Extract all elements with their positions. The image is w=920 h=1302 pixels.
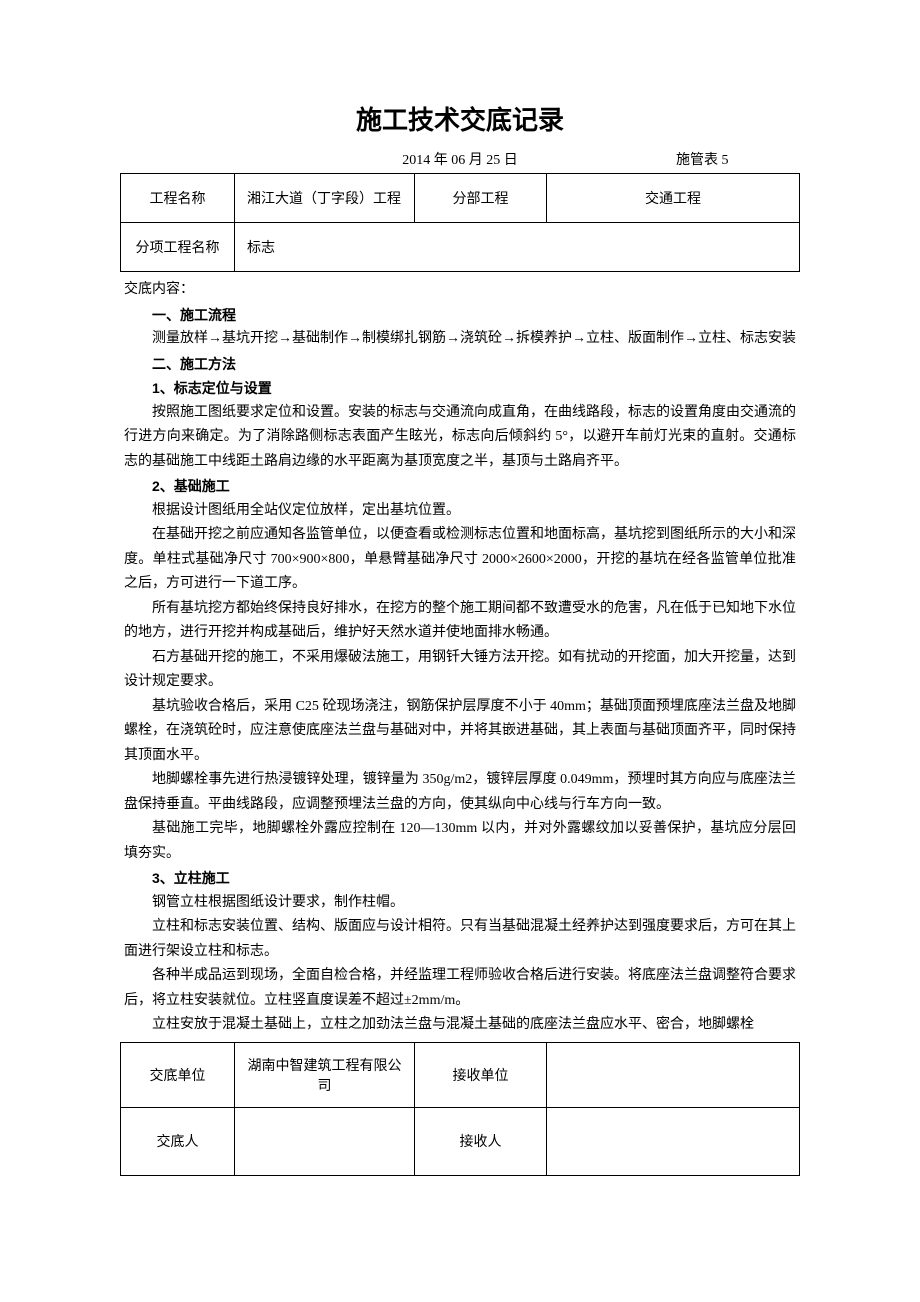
submit-unit-value: 湖南中智建筑工程有限公司: [235, 1042, 415, 1107]
header-table: 工程名称 湘江大道（丁字段）工程 分部工程 交通工程 分项工程名称 标志: [120, 173, 800, 272]
date-row: 2014 年 06 月 25 日 施管表 5: [120, 149, 800, 169]
header-row-1: 工程名称 湘江大道（丁字段）工程 分部工程 交通工程: [121, 174, 800, 223]
section-2-3-p4: 立柱安放于混凝土基础上，立柱之加劲法兰盘与混凝土基础的底座法兰盘应水平、密合，地…: [124, 1013, 796, 1038]
section-2-2-title: 2、基础施工: [124, 474, 796, 499]
project-name-value: 湘江大道（丁字段）工程: [235, 174, 415, 223]
project-name-label: 工程名称: [121, 174, 235, 223]
content-heading: 交底内容：: [124, 278, 796, 303]
page-title: 施工技术交底记录: [120, 100, 800, 137]
submitter-label: 交底人: [121, 1107, 235, 1175]
receive-unit-label: 接收单位: [415, 1042, 547, 1107]
section-2-1-p1: 按照施工图纸要求定位和设置。安装的标志与交通流向成直角，在曲线路段，标志的设置角…: [124, 401, 796, 475]
section-2-2-p3: 所有基坑挖方都始终保持良好排水，在挖方的整个施工期间都不致遭受水的危害，凡在低于…: [124, 597, 796, 646]
section-2-title: 二、施工方法: [124, 352, 796, 377]
division-value: 交通工程: [547, 174, 800, 223]
content-block: 交底内容： 一、施工流程 测量放样→基坑开挖→基础制作→制模绑扎钢筋→浇筑砼→拆…: [120, 272, 800, 1042]
form-number: 施管表 5: [676, 149, 796, 169]
receive-unit-value: [547, 1042, 800, 1107]
section-2-3-p2: 立柱和标志安装位置、结构、版面应与设计相符。只有当基础混凝土经养护达到强度要求后…: [124, 915, 796, 964]
footer-table: 交底单位 湖南中智建筑工程有限公司 接收单位 交底人 接收人: [120, 1042, 800, 1176]
header-row-2: 分项工程名称 标志: [121, 223, 800, 272]
section-2-1-title: 1、标志定位与设置: [124, 376, 796, 401]
section-2-2-p1: 根据设计图纸用全站仪定位放样，定出基坑位置。: [124, 499, 796, 524]
section-2-2-p7: 基础施工完毕，地脚螺栓外露应控制在 120—130mm 以内，并对外露螺纹加以妥…: [124, 817, 796, 866]
subitem-label: 分项工程名称: [121, 223, 235, 272]
document-date: 2014 年 06 月 25 日: [124, 149, 676, 169]
subitem-value: 标志: [235, 223, 800, 272]
section-2-2-p6: 地脚螺栓事先进行热浸镀锌处理，镀锌量为 350g/m2，镀锌层厚度 0.049m…: [124, 768, 796, 817]
section-1-p1: 测量放样→基坑开挖→基础制作→制模绑扎钢筋→浇筑砼→拆模养护→立柱、版面制作→立…: [124, 327, 796, 352]
submitter-value: [235, 1107, 415, 1175]
receiver-value: [547, 1107, 800, 1175]
division-label: 分部工程: [415, 174, 547, 223]
section-2-2-p2: 在基础开挖之前应通知各监管单位，以便查看或检测标志位置和地面标高，基坑挖到图纸所…: [124, 523, 796, 597]
section-2-3-p1: 钢管立柱根据图纸设计要求，制作柱帽。: [124, 891, 796, 916]
footer-row-2: 交底人 接收人: [121, 1107, 800, 1175]
section-2-3-p3: 各种半成品运到现场，全面自检合格，并经监理工程师验收合格后进行安装。将底座法兰盘…: [124, 964, 796, 1013]
section-1-title: 一、施工流程: [124, 303, 796, 328]
document-root: 施工技术交底记录 2014 年 06 月 25 日 施管表 5 工程名称 湘江大…: [120, 100, 800, 1176]
section-2-2-p5: 基坑验收合格后，采用 C25 砼现场浇注，钢筋保护层厚度不小于 40mm；基础顶…: [124, 695, 796, 769]
section-2-2-p4: 石方基础开挖的施工，不采用爆破法施工，用钢钎大锤方法开挖。如有扰动的开挖面，加大…: [124, 646, 796, 695]
section-2-3-title: 3、立柱施工: [124, 866, 796, 891]
receiver-label: 接收人: [415, 1107, 547, 1175]
submit-unit-label: 交底单位: [121, 1042, 235, 1107]
footer-row-1: 交底单位 湖南中智建筑工程有限公司 接收单位: [121, 1042, 800, 1107]
